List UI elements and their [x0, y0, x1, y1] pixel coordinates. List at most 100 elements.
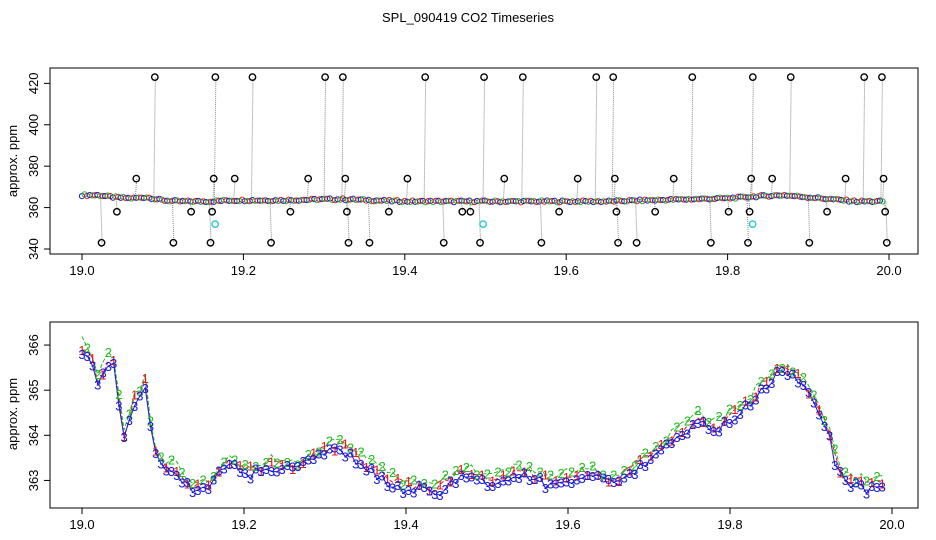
bottom-plot-frame: [49, 321, 919, 509]
series-marker-2: 2: [694, 403, 701, 418]
outlier-point: [150, 73, 159, 82]
series-marker-1: 1: [510, 464, 517, 479]
series-marker-3: 3: [205, 482, 212, 497]
outlier-trace: [171, 200, 175, 243]
series-marker-2: 2: [747, 392, 754, 407]
series-marker-2: 2: [505, 464, 512, 479]
series-marker-3: 3: [626, 466, 633, 481]
outlier-point: [169, 238, 178, 247]
series-marker-1: 1: [826, 428, 833, 443]
outlier-point: [537, 238, 546, 247]
series-marker-1: 1: [626, 463, 633, 478]
series-marker-3: 3: [400, 486, 407, 501]
outlier-trace: [115, 197, 118, 212]
series-marker-3: 3: [815, 407, 822, 422]
series-marker-3: 3: [321, 447, 328, 462]
series-marker-3: 3: [326, 441, 333, 456]
top-y-tick-label: 400: [26, 114, 41, 136]
series-marker-2: 2: [410, 472, 417, 487]
series-marker-1: 1: [257, 464, 264, 479]
series-marker-3: 3: [715, 425, 722, 440]
series-marker-3: 3: [315, 447, 322, 462]
series-marker-3: 3: [621, 470, 628, 485]
series-marker-3: 3: [252, 461, 259, 476]
outlier-trace: [746, 197, 749, 243]
baseline-point: [879, 198, 886, 205]
series-marker-1: 1: [121, 429, 128, 444]
series-marker-2: 2: [579, 460, 586, 475]
outlier-point: [881, 207, 890, 216]
series-marker-2: 2: [684, 414, 691, 429]
series-marker-3: 3: [405, 483, 412, 498]
series-marker-3: 3: [168, 464, 175, 479]
series-marker-2: 2: [737, 398, 744, 413]
series-marker-3: 3: [142, 381, 149, 396]
series-marker-2: 2: [852, 475, 859, 490]
outlier-point: [688, 73, 697, 82]
series-marker-1: 1: [278, 457, 285, 472]
series-marker-1: 1: [752, 390, 759, 405]
outlier-trace: [423, 77, 427, 202]
series-marker-2: 2: [452, 463, 459, 478]
series-marker-3: 3: [247, 472, 254, 487]
series-marker-1: 1: [226, 456, 233, 471]
series-marker-3: 3: [221, 462, 228, 477]
series-marker-2: 2: [336, 432, 343, 447]
series-marker-1: 1: [384, 471, 391, 486]
outlier-point: [403, 174, 412, 183]
series-marker-3: 3: [452, 476, 459, 491]
series-marker-2: 2: [557, 466, 564, 481]
top-x-tick-label: 19.6: [554, 263, 579, 278]
series-marker-3: 3: [347, 446, 354, 461]
series-marker-1: 1: [794, 366, 801, 381]
series-marker-1: 1: [636, 452, 643, 467]
bottom-panel-series-lines: [81, 336, 883, 496]
series-marker-2: 2: [463, 460, 470, 475]
outlier-point: [365, 238, 374, 247]
series-marker-1: 1: [99, 367, 106, 382]
outlier-point: [860, 73, 869, 82]
series-marker-2: 2: [705, 415, 712, 430]
series-line-1: [81, 349, 883, 493]
series-marker-1: 1: [215, 464, 222, 479]
outlier-point: [421, 73, 430, 82]
series-marker-3: 3: [673, 430, 680, 445]
series-marker-2: 2: [252, 459, 259, 474]
series-marker-1: 1: [700, 415, 707, 430]
outlier-trace: [521, 77, 524, 202]
series-marker-3: 3: [431, 487, 438, 502]
series-marker-1: 1: [415, 477, 422, 492]
series-marker-3: 3: [173, 468, 180, 483]
outlier-point: [748, 73, 757, 82]
series-marker-1: 1: [563, 470, 570, 485]
outlier-point: [706, 238, 715, 247]
series-marker-3: 3: [273, 465, 280, 480]
series-marker-3: 3: [821, 419, 828, 434]
bottom-x-tick-label: 19.4: [393, 517, 418, 532]
series-marker-2: 2: [400, 478, 407, 493]
series-marker-3: 3: [684, 426, 691, 441]
series-marker-2: 2: [94, 367, 101, 382]
top-panel-points: [78, 73, 891, 247]
series-marker-3: 3: [305, 452, 312, 467]
series-marker-2: 2: [189, 476, 196, 491]
series-marker-3: 3: [858, 477, 865, 492]
series-marker-3: 3: [731, 413, 738, 428]
outlier-point: [338, 73, 347, 82]
series-marker-2: 2: [831, 442, 838, 457]
series-marker-3: 3: [747, 398, 754, 413]
series-marker-1: 1: [184, 477, 191, 492]
outlier-point: [500, 174, 509, 183]
series-marker-2: 2: [84, 341, 91, 356]
outlier-trace: [468, 201, 472, 212]
series-marker-1: 1: [615, 474, 622, 489]
series-marker-3: 3: [852, 476, 859, 491]
series-marker-3: 3: [473, 472, 480, 487]
series-marker-2: 2: [431, 477, 438, 492]
series-marker-1: 1: [837, 466, 844, 481]
series-marker-3: 3: [557, 475, 564, 490]
outlier-point: [573, 174, 582, 183]
series-marker-3: 3: [236, 465, 243, 480]
outlier-trace: [209, 201, 212, 243]
